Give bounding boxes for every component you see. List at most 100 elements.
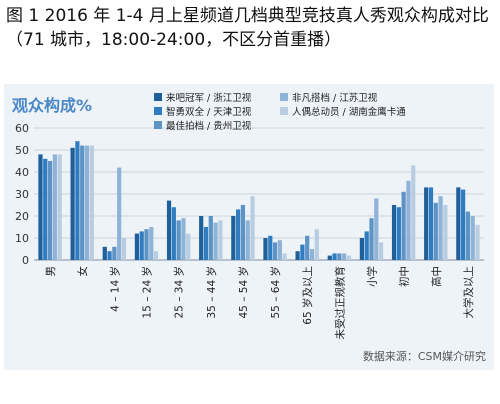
bar: [374, 198, 379, 260]
legend-label: 来吧冠军 / 浙江卫视: [166, 92, 252, 104]
bar: [181, 218, 186, 260]
bar: [47, 161, 53, 260]
bar: [305, 235, 310, 260]
bar: [396, 207, 401, 260]
x-tick-label: 大学及以上: [462, 266, 475, 319]
bar: [475, 224, 480, 260]
x-tick-label: 25 – 34 岁: [173, 266, 186, 319]
chart-subtitle: 观众构成%: [12, 96, 93, 115]
x-tick-label: 35 – 44 岁: [205, 266, 218, 319]
bar: [112, 246, 117, 260]
legend-label: 人偶总动员 / 湖南金鹰卡通: [292, 106, 406, 118]
bar: [149, 227, 154, 260]
bar: [369, 218, 374, 260]
data-source: 数据来源：CSM媒介研究: [362, 350, 486, 363]
bar: [199, 216, 204, 260]
y-tick-label: 10: [15, 232, 29, 245]
bar: [359, 238, 364, 260]
bar: [342, 253, 347, 260]
bar: [231, 216, 236, 260]
bar: [263, 238, 268, 260]
bar: [268, 235, 273, 260]
bar: [80, 145, 85, 260]
y-tick-label: 0: [22, 254, 29, 267]
bar: [295, 251, 300, 260]
x-tick-label: 未受过正规教育: [333, 266, 346, 340]
y-tick-label: 40: [15, 166, 29, 179]
y-tick-label: 30: [15, 188, 29, 201]
legend-swatch: [280, 93, 288, 101]
x-tick-label: 65 岁及以上: [301, 266, 314, 325]
bar: [424, 187, 429, 260]
bar: [208, 216, 213, 260]
bar: [38, 154, 43, 260]
bar: [121, 238, 127, 260]
bar: [213, 222, 218, 260]
bar: [300, 244, 305, 260]
legend-swatch: [154, 121, 162, 129]
x-tick-label: 55 – 64 岁: [269, 266, 282, 319]
bar: [428, 187, 434, 260]
chart-title: 图 1 2016 年 1-4 月上星频道几档典型竞技真人秀观众构成对比（71 城…: [6, 6, 489, 50]
bar: [139, 231, 144, 260]
bar: [433, 202, 438, 260]
bar: [218, 220, 223, 260]
x-tick-label: 小学: [366, 266, 379, 287]
y-tick-label: 50: [15, 144, 29, 157]
bar: [107, 251, 112, 260]
bar: [134, 233, 139, 260]
bar: [379, 242, 384, 260]
bar: [52, 154, 57, 260]
x-tick-label: 男: [45, 266, 57, 277]
chart-panel: 观众构成% 0 10 20 30 40 50 60 来吧冠军 / 浙江卫视 非凡搭档 / 江苏卫…: [4, 84, 494, 370]
bar-chart: 0 10 20 30 40 50 60 来吧冠军 / 浙江卫视 非凡搭档 / 江苏卫视智勇双全 …: [15, 92, 484, 340]
bar: [364, 231, 369, 260]
bar: [332, 253, 337, 260]
bar: [272, 242, 278, 260]
legend-swatch: [280, 107, 288, 115]
x-tick-label: 15 – 24 岁: [141, 266, 154, 319]
bar: [309, 249, 315, 260]
bar: [470, 216, 475, 260]
bar: [43, 158, 48, 260]
bar: [282, 253, 287, 260]
bar: [346, 255, 352, 260]
bar: [70, 147, 75, 260]
legend-swatch: [154, 93, 162, 101]
bar: [456, 187, 461, 260]
bar: [277, 240, 282, 260]
x-tick-label: 初中: [398, 266, 411, 287]
bar: [171, 207, 176, 260]
bar: [144, 229, 149, 260]
bar: [337, 253, 342, 260]
bar: [186, 233, 191, 260]
y-tick-label: 20: [15, 210, 29, 223]
bar: [236, 209, 241, 260]
bar: [240, 205, 246, 260]
bar: [401, 191, 406, 260]
legend-label: 智勇双全 / 天津卫视: [166, 106, 252, 118]
bar: [57, 154, 62, 260]
bar: [465, 211, 471, 260]
bar: [391, 205, 397, 260]
bar: [327, 255, 332, 260]
legend-label: 非凡搭档 / 江苏卫视: [292, 92, 378, 104]
x-tick-label: 45 – 54 岁: [237, 266, 250, 319]
x-tick-label: 高中: [430, 266, 443, 287]
bar: [166, 200, 172, 260]
bar: [102, 246, 107, 260]
bar: [406, 180, 411, 260]
bar: [314, 229, 319, 260]
bar: [154, 251, 159, 260]
bar: [117, 167, 122, 260]
legend-label: 最佳拍档 / 贵州卫视: [166, 120, 252, 132]
bar: [75, 141, 80, 260]
bar: [443, 205, 448, 260]
bar: [438, 196, 443, 260]
bar: [411, 165, 416, 260]
bar: [250, 196, 255, 260]
bar: [461, 189, 466, 260]
x-tick-label: 女: [76, 266, 89, 277]
legend-swatch: [154, 107, 162, 115]
y-tick-label: 60: [15, 122, 29, 135]
